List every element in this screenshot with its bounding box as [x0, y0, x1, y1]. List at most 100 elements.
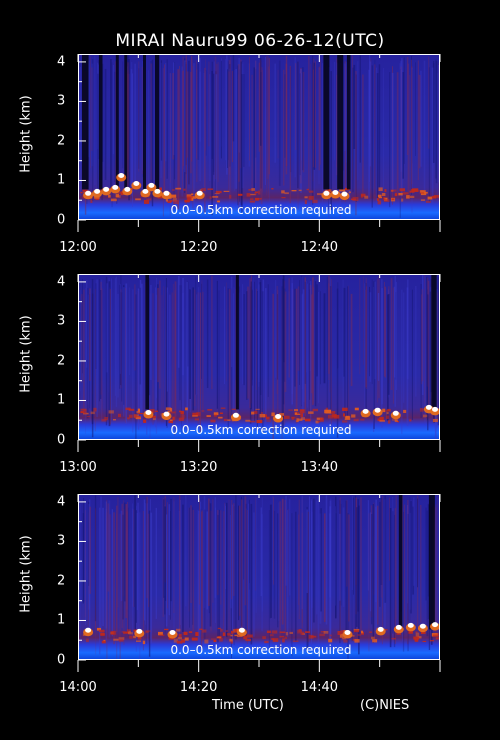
noise-streak	[127, 66, 128, 188]
noise-streak	[239, 505, 241, 616]
noise-streak	[231, 515, 232, 659]
noise-streak	[415, 62, 416, 156]
noise-streak	[437, 277, 439, 426]
aerosol-mark	[432, 634, 439, 637]
noise-streak	[83, 498, 85, 603]
aerosol-mark	[90, 199, 93, 203]
noise-streak	[302, 67, 304, 171]
noise-streak	[301, 512, 303, 629]
noise-streak	[199, 498, 200, 605]
noise-streak	[267, 284, 269, 397]
noise-streak	[245, 503, 247, 638]
noise-streak	[89, 499, 91, 629]
noise-streak	[369, 292, 372, 382]
noise-streak	[393, 514, 396, 648]
cloud-point	[196, 190, 203, 196]
aerosol-mark	[409, 195, 415, 198]
noise-streak	[123, 502, 126, 602]
aerosol-mark	[96, 627, 101, 631]
cloud-point	[85, 190, 92, 196]
x-tick-label: 13:40	[300, 460, 339, 475]
noise-streak	[260, 67, 263, 205]
noise-streak	[424, 276, 426, 426]
noise-streak	[81, 294, 83, 383]
aerosol-mark	[230, 640, 234, 644]
noise-streak	[312, 62, 314, 182]
correction-note: 0.0–0.5km correction required	[170, 423, 352, 437]
cloud-point	[136, 628, 143, 634]
aerosol-mark	[227, 419, 231, 421]
aerosol-mark	[299, 409, 305, 414]
noise-streak	[372, 504, 374, 643]
heatmap-canvas	[79, 495, 439, 659]
aerosol-mark	[187, 197, 192, 201]
noise-streak	[168, 294, 171, 410]
aerosol-mark	[128, 632, 133, 635]
aerosol-mark	[435, 637, 439, 639]
aerosol-mark	[325, 409, 332, 414]
noise-streak	[226, 502, 228, 637]
aerosol-mark	[215, 190, 222, 194]
noise-streak	[368, 513, 370, 652]
noise-streak	[165, 514, 168, 627]
aerosol-mark	[101, 418, 107, 422]
y-tick-label: 2	[57, 353, 66, 369]
aerosol-mark	[207, 409, 213, 411]
aerosol-mark	[415, 631, 418, 634]
aerosol-mark	[249, 200, 255, 203]
noise-streak	[359, 277, 361, 375]
noise-streak	[357, 61, 359, 181]
heatmap-canvas	[79, 275, 439, 439]
aerosol-mark	[360, 418, 365, 421]
noise-streak	[301, 495, 303, 610]
aerosol-mark	[300, 409, 305, 411]
aerosol-mark	[339, 633, 344, 638]
noise-streak	[174, 290, 176, 436]
noise-streak	[83, 289, 85, 414]
noise-streak	[433, 60, 435, 163]
aerosol-mark	[111, 630, 117, 635]
noise-streak	[270, 504, 272, 618]
noise-streak	[325, 495, 328, 625]
noise-streak	[435, 61, 438, 184]
noise-streak	[281, 290, 283, 439]
aerosol-mark	[419, 408, 424, 412]
noise-streak	[245, 508, 247, 631]
cloud-point	[124, 186, 131, 192]
noise-streak	[87, 294, 89, 405]
noise-streak	[311, 511, 313, 608]
aerosol-mark	[316, 417, 323, 420]
noise-streak	[370, 58, 372, 199]
aerosol-mark	[169, 408, 173, 412]
noise-streak	[155, 287, 157, 428]
y-tick-label: 0	[57, 652, 66, 668]
noise-streak	[304, 277, 306, 417]
noise-streak	[186, 281, 188, 432]
noise-streak	[318, 66, 320, 171]
noise-streak	[288, 291, 290, 380]
noise-streak	[162, 68, 164, 217]
noise-streak	[390, 278, 393, 390]
aerosol-mark	[284, 415, 290, 419]
noise-streak	[94, 55, 96, 185]
noise-streak	[137, 288, 140, 430]
correction-note: 0.0–0.5km correction required	[170, 643, 352, 657]
noise-streak	[232, 55, 235, 142]
attenuation-band	[124, 55, 128, 190]
noise-streak	[373, 281, 375, 429]
noise-streak	[435, 59, 437, 179]
noise-streak	[128, 59, 130, 201]
noise-streak	[306, 509, 309, 593]
noise-streak	[284, 294, 286, 393]
noise-streak	[251, 290, 253, 386]
noise-streak	[99, 507, 101, 655]
noise-streak	[89, 288, 91, 427]
aerosol-mark	[176, 628, 181, 632]
aerosol-mark	[345, 415, 350, 419]
aerosol-mark	[383, 199, 390, 202]
noise-streak	[336, 58, 338, 167]
noise-streak	[116, 505, 118, 633]
noise-streak	[253, 67, 255, 192]
noise-streak	[139, 279, 142, 427]
aerosol-mark	[209, 196, 212, 199]
